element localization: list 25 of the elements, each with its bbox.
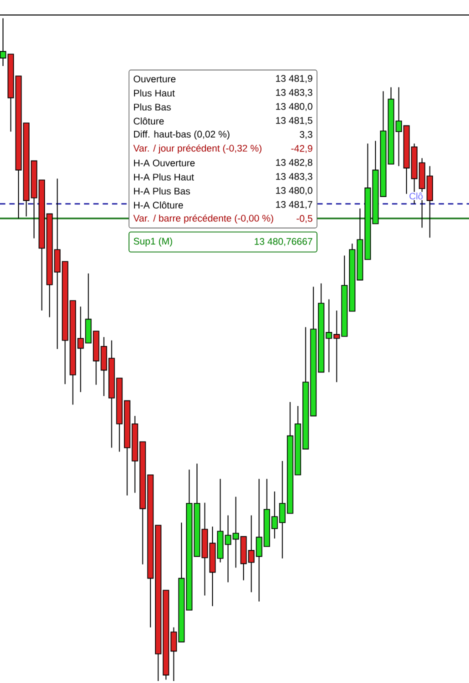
annotation: 13 482,8 (276, 159, 312, 167)
annotation: -0,5 (296, 215, 312, 223)
annotation: 3,3 (300, 131, 312, 139)
annotation: 13 481,9 (276, 75, 312, 83)
annotation: Plus Haut (134, 89, 175, 97)
annotation: H-A Ouverture (134, 160, 195, 166)
annotation: 13 480,0 (276, 187, 312, 195)
annotation: Diff. haut-bas (0,02 %) (134, 130, 230, 140)
annotation: H-A Plus Bas (134, 187, 190, 195)
annotation: 13 481,5 (276, 117, 312, 125)
annotation: Sup1 (M) (134, 238, 172, 246)
annotation: Plus Bas (134, 103, 171, 111)
annotation: Ouverture (134, 76, 176, 82)
annotation: 13 480,0 (276, 103, 312, 111)
annotation: -42,9 (291, 145, 312, 153)
annotation: Var. / barre précédente (-0,00 %) (133, 214, 274, 224)
annotation: Var. / jour précédent (-0,32 %) (133, 144, 262, 154)
annotation: Clô (410, 192, 423, 200)
annotation: Clôture (134, 117, 164, 125)
annotation: H-A Plus Haut (134, 173, 194, 181)
annotation: 13 481,7 (276, 201, 312, 209)
annotation: 13 480,76667 (254, 238, 312, 246)
annotation: H-A Clôture (134, 201, 183, 209)
annotation: 13 483,3 (276, 89, 312, 97)
annotation: 13 483,3 (276, 173, 312, 181)
